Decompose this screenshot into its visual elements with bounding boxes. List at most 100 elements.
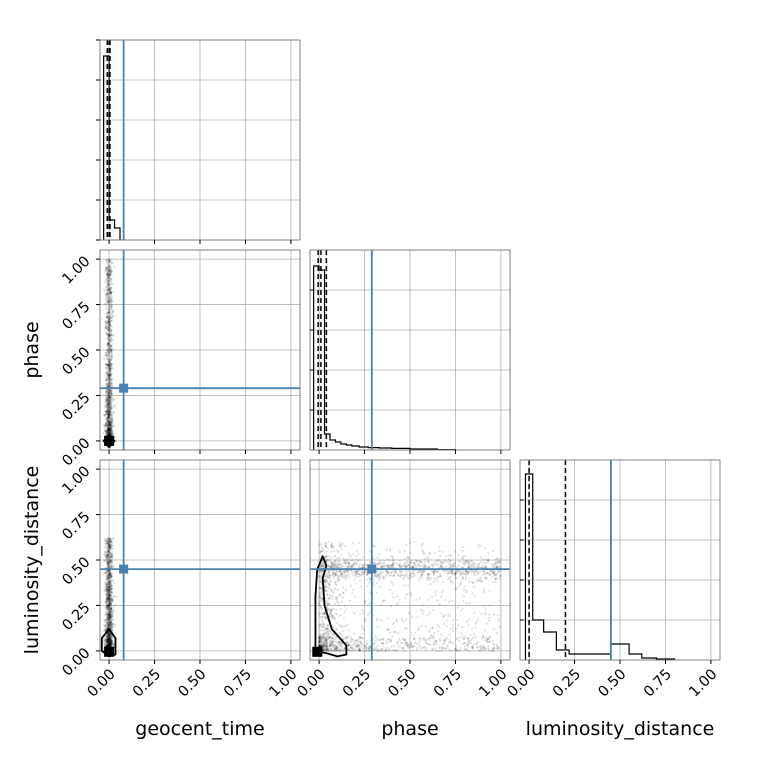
scatter-point: [421, 564, 424, 567]
scatter-point: [497, 647, 500, 650]
scatter-point: [394, 631, 398, 634]
scatter-point: [106, 337, 110, 340]
scatter-point: [432, 570, 435, 573]
scatter-point: [107, 637, 110, 640]
scatter-point: [454, 572, 457, 575]
scatter-point: [105, 558, 108, 561]
scatter-point: [331, 544, 334, 547]
scatter-point: [337, 600, 340, 604]
scatter-point: [107, 310, 111, 314]
scatter-point: [104, 424, 107, 427]
scatter-point: [108, 422, 111, 426]
scatter-point: [107, 537, 110, 540]
scatter-point: [324, 584, 327, 587]
scatter-point: [107, 389, 110, 392]
scatter-point: [497, 570, 500, 574]
scatter-point: [110, 587, 113, 590]
scatter-point: [110, 421, 113, 424]
scatter-point: [105, 635, 109, 638]
scatter-point: [104, 325, 107, 328]
scatter-point: [107, 393, 110, 396]
scatter-point: [105, 352, 108, 355]
scatter-point: [107, 276, 110, 279]
scatter-point: [108, 624, 111, 627]
panel-content: [100, 460, 300, 660]
scatter-point: [101, 431, 105, 435]
scatter-point: [108, 615, 111, 618]
scatter-point: [107, 642, 110, 645]
scatter-point: [109, 613, 112, 616]
scatter-point: [350, 564, 353, 568]
scatter-point: [319, 643, 323, 646]
scatter-point: [107, 360, 111, 363]
scatter-point: [337, 575, 340, 578]
scatter-point: [105, 540, 108, 543]
scatter-point: [107, 425, 110, 428]
scatter-point: [107, 415, 110, 419]
scatter-point: [108, 428, 111, 432]
scatter-point: [110, 273, 113, 276]
scatter-point: [109, 329, 113, 332]
scatter-point: [107, 325, 110, 328]
scatter-point: [318, 591, 321, 594]
scatter-point: [106, 421, 110, 424]
scatter-point: [428, 565, 431, 569]
scatter-point: [105, 313, 109, 316]
scatter-point: [406, 577, 410, 580]
scatter-point: [109, 413, 113, 416]
scatter-point: [389, 565, 393, 568]
scatter-point: [446, 644, 450, 647]
scatter-point: [466, 643, 469, 646]
scatter-point: [444, 598, 447, 601]
scatter-point: [324, 556, 327, 559]
scatter-point: [347, 635, 350, 638]
scatter-point: [328, 644, 331, 648]
scatter-point: [105, 378, 108, 381]
scatter-point: [110, 421, 113, 424]
scatter-point: [106, 363, 109, 366]
scatter-point: [109, 419, 112, 423]
scatter-point: [336, 563, 340, 567]
scatter-point: [109, 570, 112, 573]
scatter-point: [105, 550, 108, 553]
scatter-point: [319, 564, 322, 568]
scatter-point: [339, 565, 343, 568]
scatter-point: [110, 565, 113, 568]
scatter-point: [451, 599, 454, 602]
scatter-point: [106, 640, 109, 643]
scatter-point: [410, 565, 414, 569]
scatter-point: [110, 286, 113, 289]
scatter-point: [329, 648, 332, 651]
scatter-point: [107, 373, 110, 377]
scatter-point: [108, 283, 111, 286]
scatter-point: [108, 421, 111, 424]
scatter-point: [106, 267, 110, 270]
scatter-point: [104, 410, 107, 413]
scatter-point: [382, 571, 385, 574]
scatter-point: [110, 299, 114, 302]
scatter-point: [105, 639, 108, 642]
scatter-point: [490, 649, 493, 652]
scatter-point: [105, 418, 108, 421]
scatter-point: [107, 623, 110, 626]
scatter-point: [104, 613, 107, 616]
scatter-point: [428, 630, 431, 633]
scatter-point: [446, 571, 449, 574]
scatter-point: [449, 628, 452, 631]
scatter-point: [110, 367, 113, 370]
scatter-point: [107, 325, 110, 329]
scatter-point: [108, 603, 111, 606]
scatter-point: [104, 539, 107, 542]
scatter-point: [365, 620, 368, 623]
scatter-point: [411, 645, 414, 648]
scatter-point: [332, 546, 336, 549]
scatter-point: [106, 429, 110, 432]
scatter-point: [340, 625, 343, 628]
scatter-point: [106, 595, 109, 598]
scatter-point: [342, 591, 345, 594]
scatter-point: [111, 598, 114, 601]
scatter-point: [108, 344, 111, 347]
scatter-point: [498, 560, 502, 563]
scatter-point: [413, 561, 416, 565]
scatter-point: [324, 616, 328, 619]
